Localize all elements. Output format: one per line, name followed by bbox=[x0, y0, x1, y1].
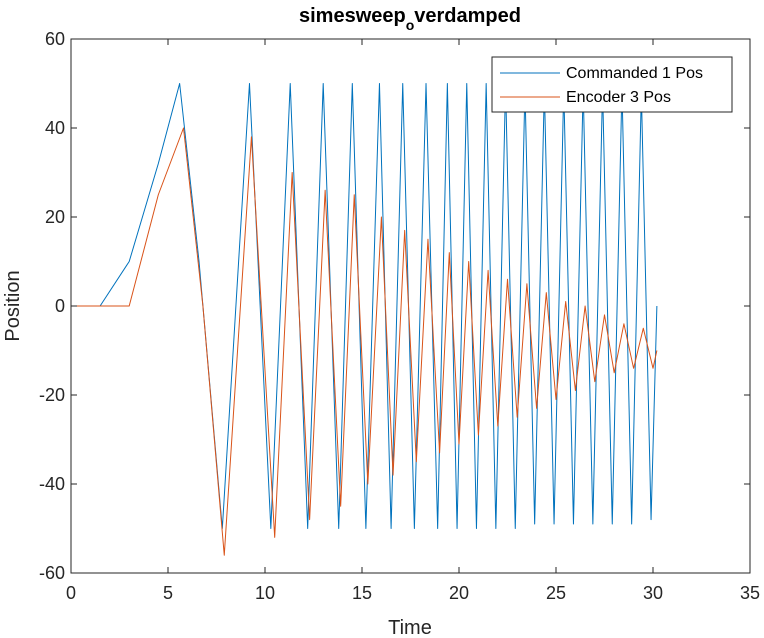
y-tick-label: 0 bbox=[55, 296, 65, 316]
x-tick-label: 35 bbox=[740, 583, 760, 603]
y-tick-label: -60 bbox=[39, 563, 65, 583]
plot-area bbox=[70, 38, 751, 574]
x-tick-label: 10 bbox=[255, 583, 275, 603]
x-tick-label: 5 bbox=[163, 583, 173, 603]
y-tick-label: 40 bbox=[45, 118, 65, 138]
y-tick-label: 20 bbox=[45, 207, 65, 227]
x-tick-label: 20 bbox=[449, 583, 469, 603]
ticks-layer: 0 5 10 15 20 25 30 35 -60 -40 -20 0 20 40 60 bbox=[39, 29, 760, 603]
x-tick-label: 25 bbox=[546, 583, 566, 603]
legend-label-encoder: Encoder 3 Pos bbox=[566, 89, 671, 106]
x-tick-label: 0 bbox=[66, 583, 76, 603]
series-layer bbox=[71, 83, 658, 556]
x-tick-label: 15 bbox=[352, 583, 372, 603]
legend-label-commanded: Commanded 1 Pos bbox=[566, 65, 703, 82]
y-tick-label: 60 bbox=[45, 29, 65, 49]
x-tick-label: 30 bbox=[643, 583, 663, 603]
legend: Commanded 1 Pos Encoder 3 Pos bbox=[491, 56, 733, 113]
y-axis-title: Position bbox=[2, 270, 24, 341]
series-line-encoder bbox=[71, 127, 658, 556]
legend-box bbox=[491, 56, 733, 113]
y-tick-label: -20 bbox=[39, 385, 65, 405]
y-tick-label: -40 bbox=[39, 474, 65, 494]
x-axis-title: Time bbox=[388, 617, 432, 638]
chart-title: simesweepoverdamped bbox=[299, 5, 521, 33]
